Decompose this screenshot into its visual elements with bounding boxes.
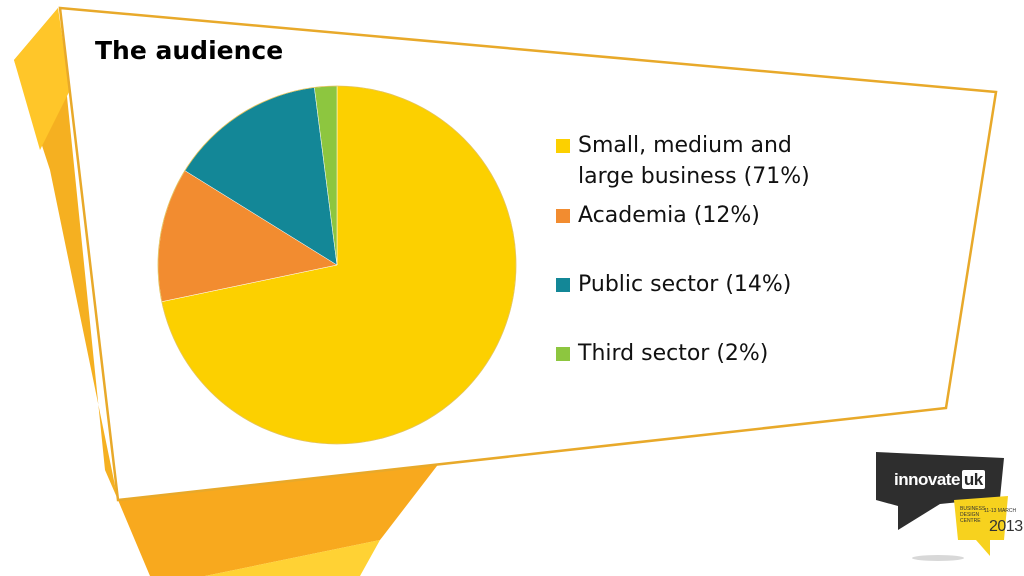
legend-item-academia: Academia (12%) <box>556 200 838 231</box>
left-ribbon-highlight <box>14 8 70 150</box>
legend-item-third-sector: Third sector (2%) <box>556 338 838 369</box>
innovate-uk-logo: innovate uk BUSINESS DESIGN CENTRE 11-13 … <box>872 446 1023 574</box>
legend-item-business: Small, medium and large business (71%) <box>556 130 838 192</box>
pie-outline <box>157 85 517 445</box>
legend-swatch-business <box>556 139 570 153</box>
logo-badge-line1: BUSINESS <box>960 506 986 512</box>
logo-brand-text: innovate <box>894 470 960 489</box>
legend-label-academia: Academia (12%) <box>578 203 760 228</box>
logo-wordmark: innovate uk <box>894 470 985 490</box>
legend-label-third-sector: Third sector (2%) <box>578 341 769 366</box>
logo-date-badge <box>954 496 1008 556</box>
logo-badge-dates: 11-13 MARCH <box>984 508 1017 514</box>
slide-title: The audience <box>95 36 284 65</box>
legend-item-public-sector: Public sector (14%) <box>556 269 838 300</box>
bottom-band-highlight <box>205 540 380 576</box>
legend-label-public-sector: Public sector (14%) <box>578 272 792 297</box>
legend-swatch-public-sector <box>556 278 570 292</box>
legend-label-business: Small, medium and large business (71%) <box>578 133 810 189</box>
logo-badge-year: 2013 <box>989 518 1023 535</box>
logo-badge-line3: CENTRE <box>960 518 981 524</box>
logo-shadow <box>912 555 964 561</box>
legend-swatch-academia <box>556 209 570 223</box>
legend-swatch-third-sector <box>556 347 570 361</box>
logo-badge-line2: DESIGN <box>960 512 980 518</box>
logo-brand-suffix: uk <box>961 470 985 489</box>
pie-chart <box>157 85 517 445</box>
